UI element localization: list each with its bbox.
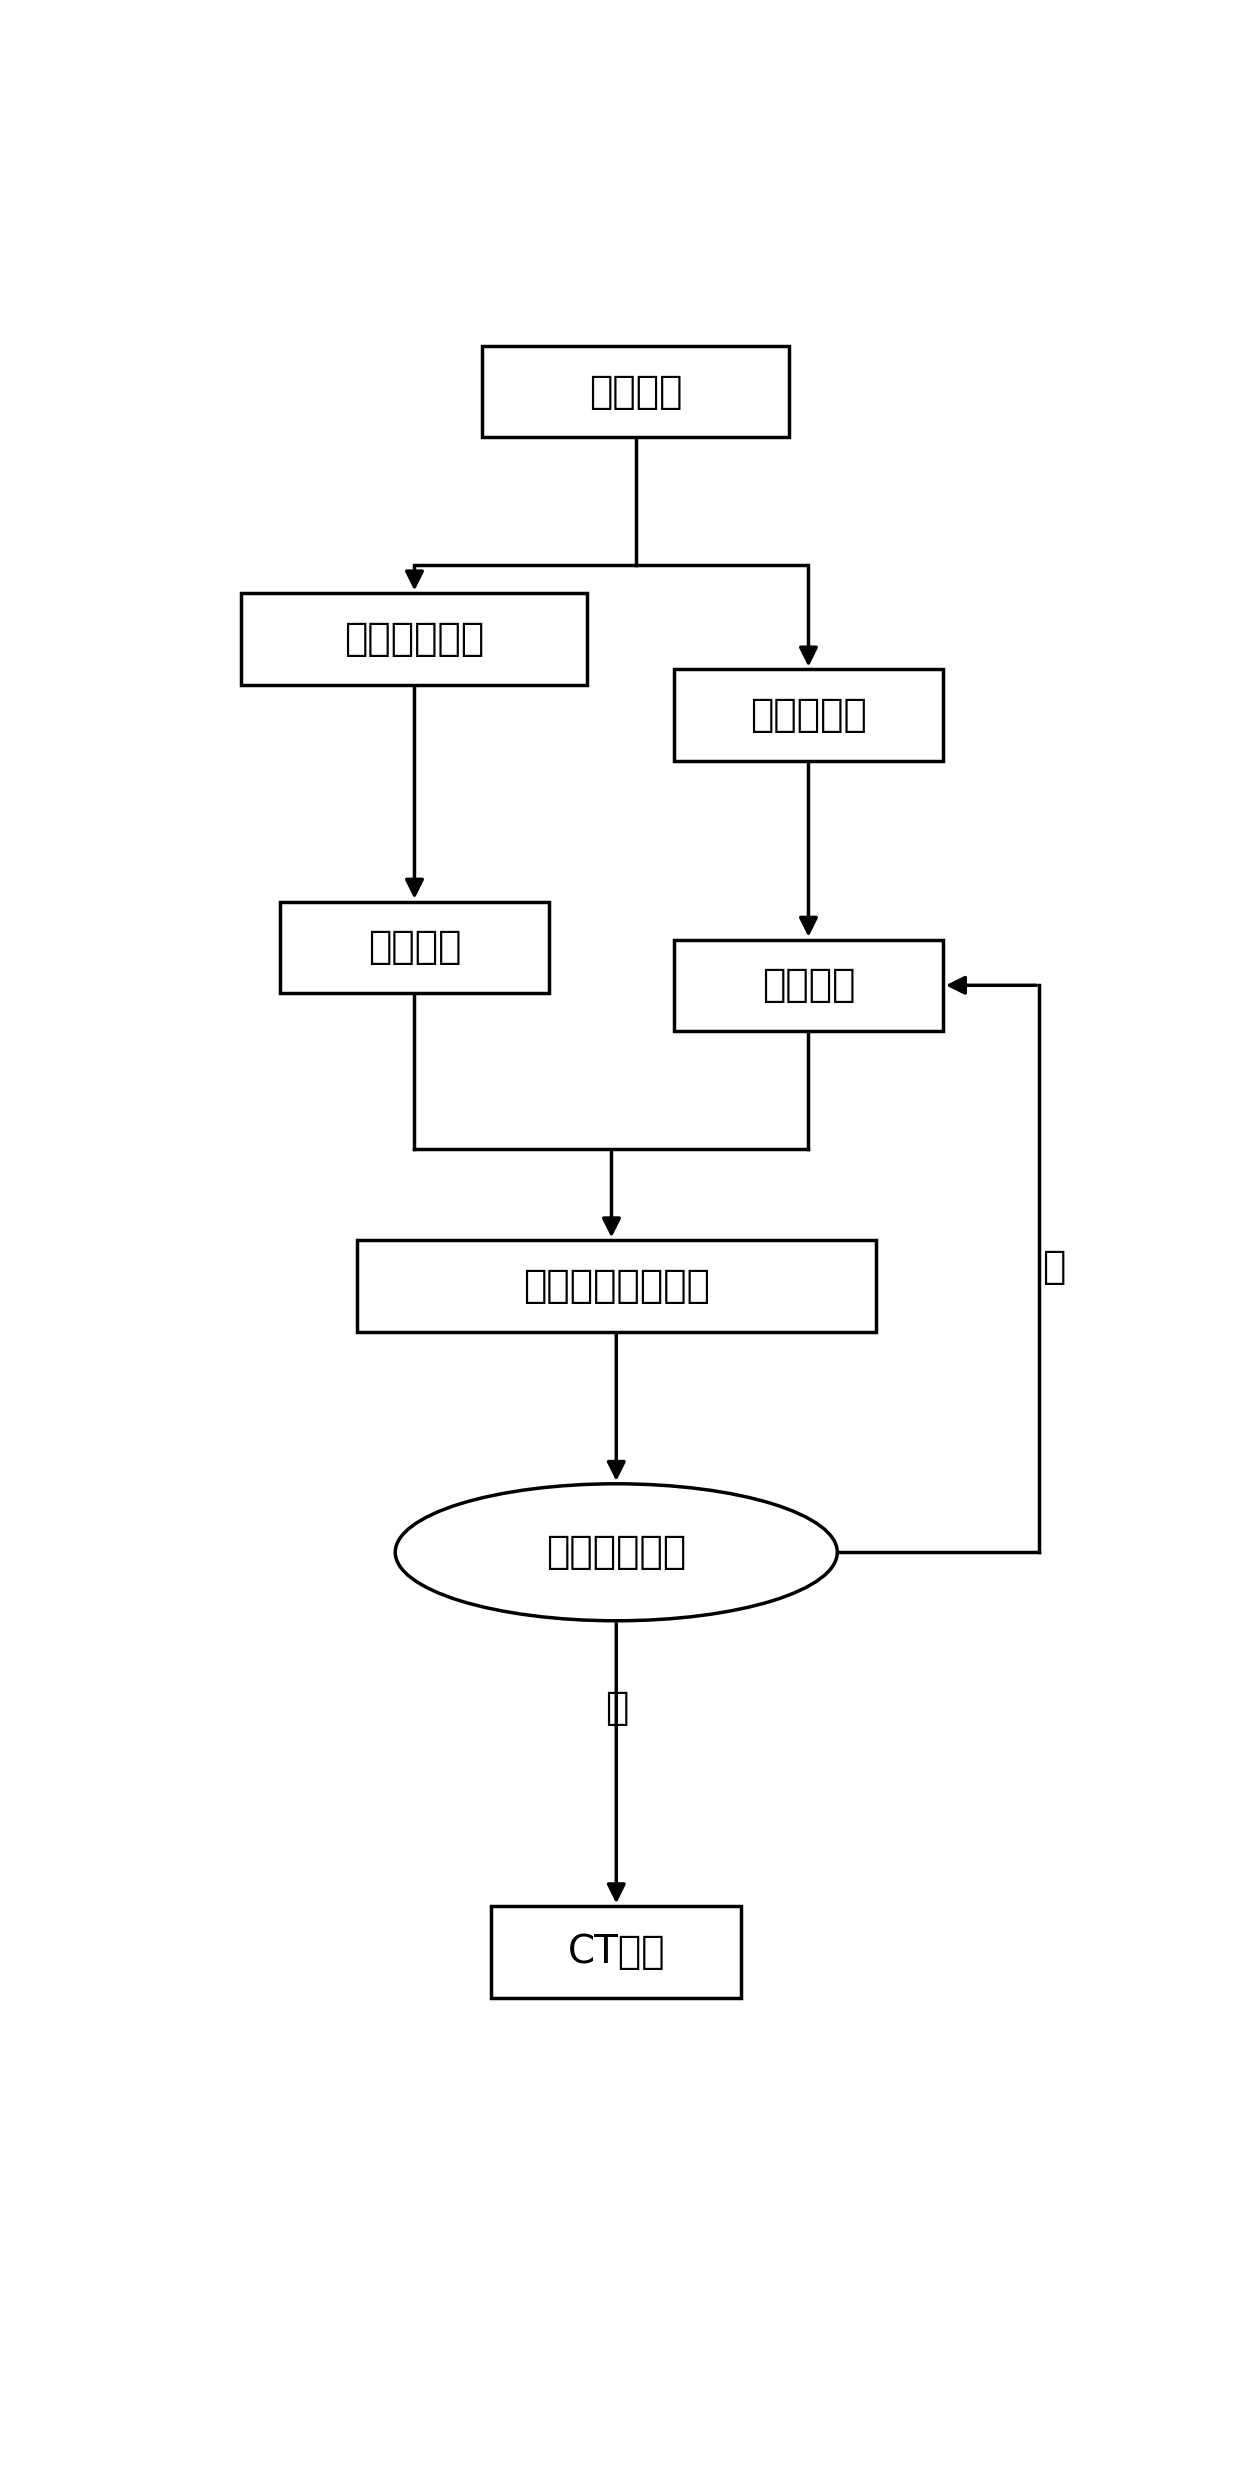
Text: 先验图像: 先验图像: [368, 929, 461, 966]
Text: 满足迭代次数: 满足迭代次数: [546, 1534, 687, 1572]
Text: 投影数据: 投影数据: [589, 373, 682, 410]
Ellipse shape: [396, 1483, 837, 1621]
FancyBboxPatch shape: [675, 939, 944, 1030]
FancyBboxPatch shape: [280, 902, 549, 993]
FancyBboxPatch shape: [675, 670, 944, 761]
Text: CT图像: CT图像: [568, 1932, 665, 1972]
FancyBboxPatch shape: [481, 346, 789, 437]
FancyBboxPatch shape: [357, 1240, 875, 1332]
Text: 是: 是: [605, 1690, 627, 1727]
Text: 否: 否: [1042, 1248, 1065, 1285]
FancyBboxPatch shape: [491, 1905, 742, 1997]
Text: 赋予初始值: 赋予初始值: [750, 697, 867, 734]
Text: 初始图像: 初始图像: [761, 966, 856, 1003]
FancyBboxPatch shape: [242, 593, 588, 684]
Text: 完整投影数据: 完整投影数据: [345, 620, 485, 657]
Text: 约束更新重建图像: 约束更新重建图像: [523, 1268, 709, 1305]
